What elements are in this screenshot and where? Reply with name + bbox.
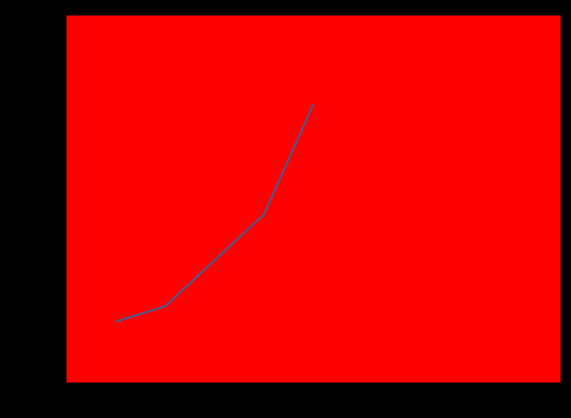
y-tick-label: four — [32, 253, 58, 268]
plot-area — [65, 14, 562, 384]
x-tick-label: one — [104, 393, 128, 408]
x-axis-ticks: one two three four five — [104, 383, 325, 408]
y-tick-label: two — [34, 314, 57, 329]
x-tick-label: three — [198, 393, 231, 408]
y-tick-label: ten — [36, 69, 57, 84]
x-tick-label: four — [251, 393, 277, 408]
x-tick-label: five — [302, 393, 325, 408]
y-axis-ticks: two four six eight ten twelve — [16, 8, 66, 329]
y-tick-label: eight — [25, 130, 57, 145]
series-line — [115, 103, 315, 323]
y-tick-label: twelve — [16, 8, 58, 23]
x-tick-label: two — [154, 393, 177, 408]
y-tick-label: six — [40, 192, 57, 207]
